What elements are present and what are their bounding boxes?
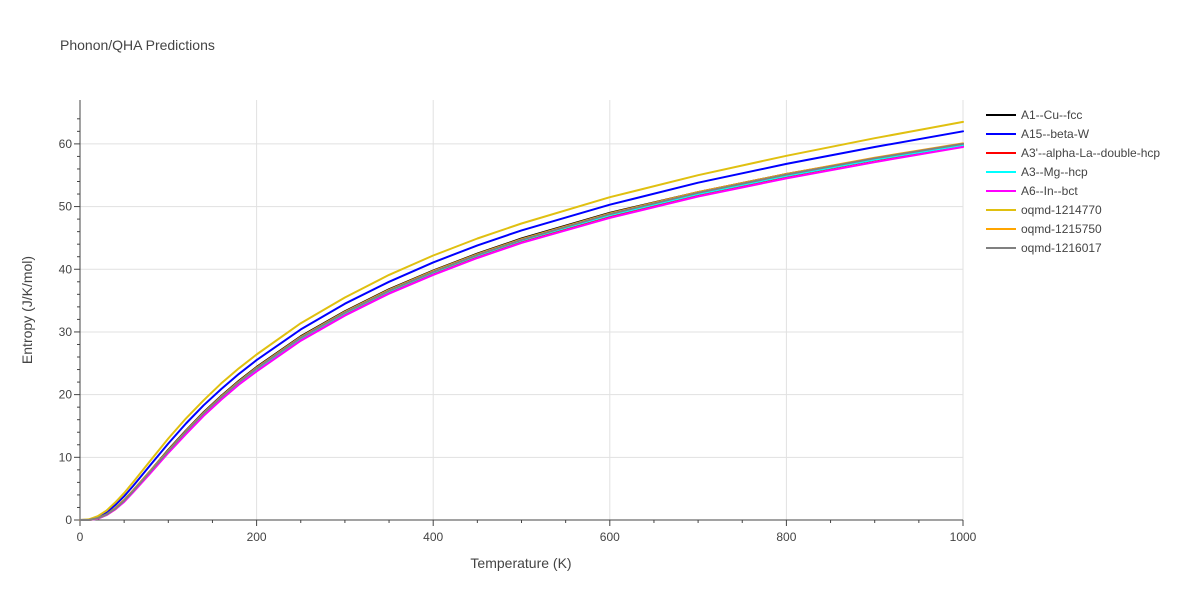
legend-label: A15--beta-W [1021,127,1090,141]
legend-item[interactable]: A1--Cu--fcc [986,108,1082,122]
x-tick-label: 1000 [950,530,977,544]
y-tick-label: 50 [59,200,73,214]
legend-label: oqmd-1215750 [1021,222,1102,236]
legend-item[interactable]: A3--Mg--hcp [986,165,1088,179]
x-tick-label: 800 [776,530,796,544]
series-line-A3--Mg--hcp [79,144,964,521]
x-axis-title: Temperature (K) [470,555,571,571]
series-layer [79,120,964,521]
legend-label: A1--Cu--fcc [1021,108,1082,122]
series-line-oqmd-1216017 [79,142,964,521]
x-tick-label: 200 [247,530,267,544]
legend-item[interactable]: A6--In--bct [986,184,1078,198]
y-tick-label: 0 [65,513,72,527]
series-line-A6--In--bct [79,146,964,521]
legend-label: oqmd-1214770 [1021,203,1102,217]
legend-item[interactable]: oqmd-1216017 [986,241,1102,255]
tick-layer: 0 200 400 600 800 1000 0 10 20 30 40 50 60 [59,118,977,544]
y-tick-label: 60 [59,137,73,151]
legend-label: A3--Mg--hcp [1021,165,1088,179]
grid-layer [80,100,964,520]
y-tick-label: 30 [59,325,73,339]
y-tick-label: 40 [59,262,73,276]
legend-item[interactable]: oqmd-1215750 [986,222,1102,236]
legend-item[interactable]: oqmd-1214770 [986,203,1102,217]
series-line-A3'--alpha-La--double-hcp [79,144,964,521]
legend-item[interactable]: A3'--alpha-La--double-hcp [986,146,1160,160]
y-axis-title: Entropy (J/K/mol) [19,256,35,364]
series-line-A15--beta-W [79,130,964,521]
x-tick-label: 600 [600,530,620,544]
legend-item[interactable]: A15--beta-W [986,127,1090,141]
series-line-oqmd-1214770 [79,120,964,521]
y-tick-label: 10 [59,450,73,464]
chart-title: Phonon/QHA Predictions [60,37,215,53]
y-tick-label: 20 [59,388,73,402]
legend-label: A3'--alpha-La--double-hcp [1021,146,1160,160]
legend: A1--Cu--fcc A15--beta-W A3'--alpha-La--dou… [986,108,1160,255]
x-tick-label: 400 [423,530,443,544]
x-tick-label: 0 [77,530,84,544]
legend-label: A6--In--bct [1021,184,1078,198]
legend-label: oqmd-1216017 [1021,241,1102,255]
